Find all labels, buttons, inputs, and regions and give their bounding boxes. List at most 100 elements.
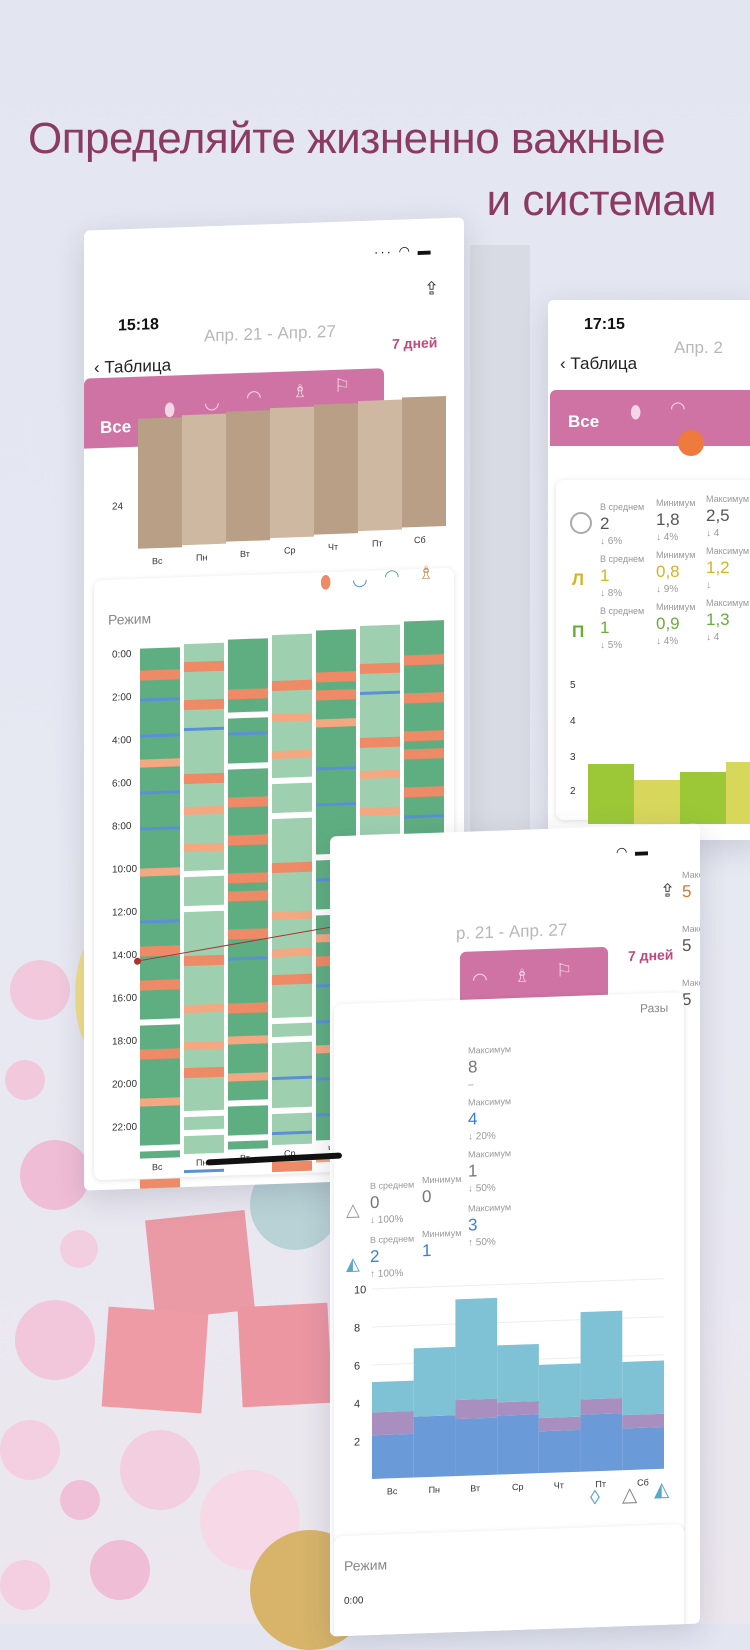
feeding-mark <box>140 1178 180 1190</box>
back-button[interactable]: ‹ Таблица <box>560 354 637 374</box>
day-label: Вт <box>240 548 250 560</box>
day-label: Ср <box>284 545 296 556</box>
bar-segment[interactable] <box>413 1415 456 1478</box>
feeding-mark <box>184 1003 224 1014</box>
bath-icon[interactable]: ◠ <box>384 565 400 587</box>
y-tick: 2 <box>354 1436 360 1448</box>
bar-segment[interactable] <box>622 1360 664 1416</box>
bg-dot <box>120 1430 200 1510</box>
bar-segment[interactable] <box>538 1363 581 1419</box>
bath-icon[interactable]: ◠ <box>472 968 488 990</box>
feeding-mark <box>228 872 268 884</box>
side-max-value: 5 <box>682 881 692 902</box>
stat-max-change: – <box>468 1079 474 1091</box>
diaper-mark <box>184 726 224 732</box>
bar-segment[interactable] <box>622 1426 664 1471</box>
feeding-mark <box>228 890 268 902</box>
bar-segment[interactable] <box>622 1413 664 1429</box>
regime-day-column[interactable] <box>184 642 224 1174</box>
stroller-icon[interactable]: ♗ <box>514 965 531 987</box>
hour-label: 18:00 <box>112 1035 138 1048</box>
bar-segment[interactable] <box>580 1310 623 1400</box>
status-time: 17:15 <box>584 316 625 333</box>
feeding-mark <box>228 796 268 808</box>
regime-day-column[interactable] <box>228 638 268 1191</box>
flag-icon[interactable]: ⚐ <box>334 375 351 396</box>
wake-gap <box>272 1035 312 1044</box>
y-tick: 2 <box>570 786 576 797</box>
side-max-value: 5 <box>682 935 692 956</box>
wake-gap <box>272 776 312 785</box>
flame-icon[interactable] <box>678 430 704 456</box>
feeding-mark <box>360 662 400 674</box>
date-range: Апр. 2 <box>674 338 723 357</box>
hour-label: 16:00 <box>112 992 138 1005</box>
drop-outline-icon[interactable]: △ <box>622 1483 638 1507</box>
stroller-icon[interactable]: ♗ <box>418 562 435 583</box>
bar-segment[interactable] <box>497 1343 539 1403</box>
tab-all[interactable]: Все <box>100 416 132 438</box>
bar-segment[interactable] <box>538 1429 581 1474</box>
period-7-days[interactable]: 7 дней <box>392 334 438 352</box>
bar-segment[interactable] <box>455 1398 498 1420</box>
feeding-mark <box>184 1040 224 1051</box>
tab-all[interactable]: Все <box>568 412 600 431</box>
share-icon[interactable]: ⇪ <box>424 278 440 299</box>
row3-max-change: ↓ 4 <box>706 632 720 643</box>
bar-segment[interactable] <box>372 1411 414 1436</box>
bar-segment[interactable] <box>497 1400 539 1416</box>
feeding-mark <box>272 861 312 874</box>
drop-icon[interactable]: ◊ <box>590 1487 600 1510</box>
bottle-icon[interactable]: ⬮ <box>320 571 332 593</box>
day-label: Пт <box>372 538 383 549</box>
bar-segment[interactable] <box>413 1346 456 1417</box>
bg-dot <box>60 1230 98 1268</box>
stat-max-change: ↓ 20% <box>468 1130 496 1143</box>
feeding-mark <box>404 692 444 704</box>
bg-dot <box>0 1560 50 1610</box>
bottle-icon[interactable]: ⬮ <box>630 402 642 422</box>
wake-gap <box>184 869 224 878</box>
feeding-mark <box>272 973 312 986</box>
bar-segment[interactable] <box>580 1413 623 1472</box>
bar-segment[interactable] <box>372 1433 414 1479</box>
wake-gap <box>272 811 312 820</box>
diaper-mark <box>316 766 356 771</box>
bar-segment[interactable] <box>372 1380 414 1413</box>
bar-segment[interactable] <box>538 1416 581 1432</box>
share-icon[interactable]: ⇪ <box>660 880 676 901</box>
wake-gap <box>228 1099 268 1107</box>
feeding-mark <box>360 806 400 816</box>
bar-segment[interactable] <box>580 1398 623 1415</box>
battery-icon: ▬ <box>417 242 433 258</box>
hour-label: 8:00 <box>112 820 132 833</box>
units-label: Разы <box>640 1000 669 1016</box>
regime-day-column[interactable] <box>140 647 180 1190</box>
bar-segment[interactable] <box>497 1414 539 1475</box>
row-label-left: Л <box>572 570 584 589</box>
x-tick: Пт <box>595 1479 606 1489</box>
row3-avg-title: В среднем <box>600 606 645 616</box>
day-label: Сб <box>414 534 426 546</box>
regime-day-column[interactable] <box>272 633 312 1173</box>
diaper-icon[interactable]: ◡ <box>204 391 220 413</box>
drop-mixed-icon[interactable]: ◭ <box>654 1478 670 1502</box>
bath-icon[interactable]: ◠ <box>246 386 262 407</box>
hour-label: 4:00 <box>112 734 132 747</box>
diaper-icon[interactable]: ◠ <box>670 398 686 418</box>
diaper-icon[interactable]: ◡ <box>352 568 368 590</box>
stroller-icon[interactable]: ♗ <box>292 380 309 402</box>
row1-avg: 2 <box>600 514 610 533</box>
feeding-mark <box>184 772 224 785</box>
diaper-mark <box>228 956 268 961</box>
bar-segment[interactable] <box>455 1417 498 1477</box>
back-button[interactable]: ‹ Таблица <box>94 356 171 379</box>
period-7-days[interactable]: 7 дней <box>628 946 674 965</box>
feeding-mark <box>404 786 444 798</box>
stat-avg: 0 <box>370 1192 380 1213</box>
wake-gap <box>272 1016 312 1025</box>
diaper-mark <box>404 814 444 819</box>
bar-segment[interactable] <box>455 1297 498 1401</box>
stat-avg-title: В среднем <box>370 1233 415 1246</box>
flag-icon[interactable]: ⚐ <box>556 960 573 981</box>
